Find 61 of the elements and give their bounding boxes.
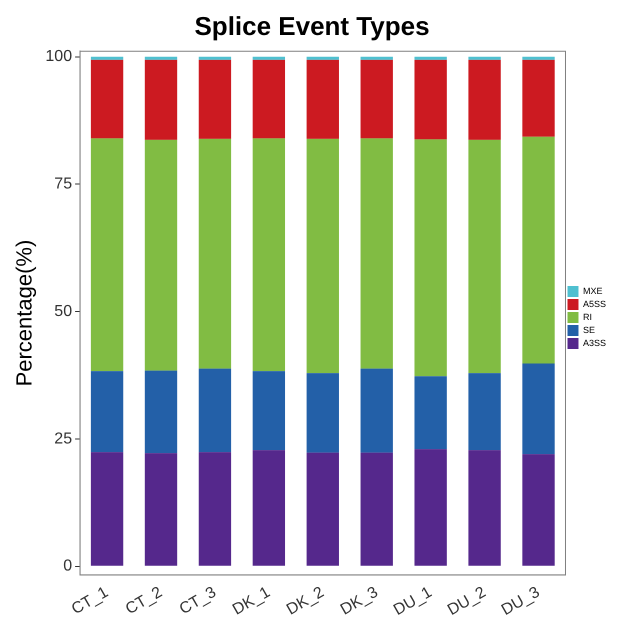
- bar: [414, 60, 447, 140]
- bar: [144, 56, 178, 60]
- bar: [252, 56, 286, 60]
- y-axis-title: Percentage(%): [11, 240, 36, 386]
- bar: [90, 452, 124, 566]
- chart-title: Splice Event Types: [194, 10, 430, 41]
- bar: [414, 376, 447, 450]
- y-tick-label: 50: [54, 302, 72, 320]
- x-tick-label: CT_1: [68, 584, 112, 618]
- bar: [360, 368, 393, 453]
- bar: [360, 60, 393, 138]
- legend-label: A5SS: [582, 298, 606, 309]
- x-tick-label: DK_1: [230, 584, 274, 619]
- bar: [198, 56, 232, 60]
- bar: [144, 453, 178, 566]
- bar: [306, 56, 339, 60]
- bar: [90, 371, 124, 452]
- bar: [468, 60, 501, 140]
- x-tick-label: CT_3: [176, 584, 220, 618]
- bar: [522, 56, 555, 60]
- bar: [198, 60, 232, 139]
- legend-label: A3SS: [582, 338, 606, 348]
- bar: [198, 452, 232, 566]
- y-tick-label: 0: [63, 558, 72, 575]
- legend-label: RI: [582, 312, 592, 322]
- bar: [468, 373, 501, 450]
- bar: [144, 370, 178, 454]
- bar: [252, 450, 286, 566]
- y-tick-label: 100: [45, 48, 72, 66]
- bar: [306, 452, 339, 566]
- bar: [414, 139, 447, 376]
- bar: [360, 452, 393, 566]
- bar: [198, 368, 232, 452]
- bar: [90, 60, 124, 138]
- bar: [414, 56, 447, 60]
- bar: [468, 56, 501, 60]
- bar: [252, 138, 286, 372]
- y-tick-label: 75: [54, 176, 72, 193]
- bar: [306, 60, 339, 139]
- bar: [306, 373, 339, 453]
- legend-label: MXE: [582, 286, 602, 296]
- x-tick-label: CT_2: [122, 584, 166, 618]
- bar: [360, 138, 393, 369]
- bar: [306, 138, 339, 374]
- bar: [360, 56, 393, 60]
- bar: [522, 60, 555, 137]
- bar: [198, 138, 232, 369]
- bar: [522, 363, 555, 454]
- bar: [468, 450, 501, 566]
- bar: [252, 371, 286, 450]
- bar: [90, 56, 124, 60]
- bar: [468, 140, 501, 374]
- bar: [522, 136, 555, 364]
- bar: [252, 60, 286, 138]
- bar: [144, 60, 178, 140]
- bar: [144, 140, 178, 371]
- bar: [522, 454, 555, 566]
- bar: [90, 138, 124, 372]
- legend-label: SE: [582, 324, 595, 335]
- y-tick-label: 25: [54, 430, 72, 448]
- bar: [414, 449, 447, 566]
